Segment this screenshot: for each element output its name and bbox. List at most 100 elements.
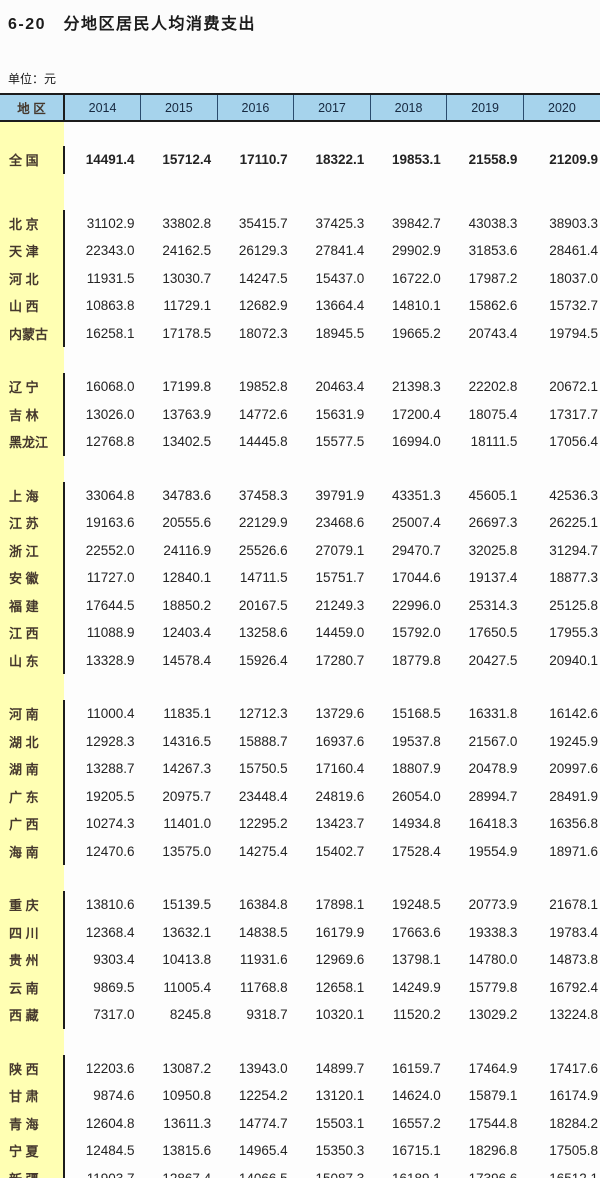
table-row: 陕 西 12203.6 13087.2 13943.0 14899.7 16159.7 17… xyxy=(0,1054,600,1082)
cell-value: 9874.6 xyxy=(93,1088,135,1104)
cell-value: 10863.8 xyxy=(85,298,135,314)
cell-value: 29902.9 xyxy=(392,243,441,259)
cell-value: 14899.7 xyxy=(315,1060,365,1076)
unit-label: 单位：元 xyxy=(8,72,57,86)
spacer-cell xyxy=(64,865,600,891)
cell-value: 19245.9 xyxy=(549,733,598,749)
cell-value: 12682.9 xyxy=(238,298,288,314)
cell-value: 16356.8 xyxy=(549,816,598,832)
cell-value: 20167.5 xyxy=(238,597,288,613)
cell-value: 23468.6 xyxy=(315,515,365,531)
cell-value: 31102.9 xyxy=(86,215,135,231)
region-name: 湖 南 xyxy=(0,755,65,783)
cell-value: 14578.4 xyxy=(162,652,212,668)
cell-value: 20555.6 xyxy=(162,515,212,531)
cell-value: 24116.9 xyxy=(163,542,212,558)
cell-value: 10950.8 xyxy=(162,1088,212,1104)
cell-value: 17199.8 xyxy=(162,379,212,395)
cell-value: 33802.8 xyxy=(162,215,212,231)
cell-value: 22343.0 xyxy=(85,243,135,259)
cell-value: 13664.4 xyxy=(315,298,365,314)
cell-value: 13798.1 xyxy=(392,952,441,968)
cell-value: 45605.1 xyxy=(468,487,518,503)
cell-value: 17544.8 xyxy=(468,1115,518,1131)
cell-value: 17663.6 xyxy=(392,924,441,940)
cell-value: 15577.5 xyxy=(315,434,365,450)
region-name: 天 津 xyxy=(0,237,65,265)
cell-value: 39791.9 xyxy=(315,487,365,503)
region-name: 海 南 xyxy=(0,837,65,865)
spacer-cell xyxy=(64,174,600,210)
cell-value: 11835.1 xyxy=(163,706,212,722)
cell-value: 43351.3 xyxy=(392,487,441,503)
cell-value: 12658.1 xyxy=(315,979,365,995)
cell-value: 13030.7 xyxy=(162,270,212,286)
spacer-row xyxy=(0,1028,600,1055)
region-name: 黑龙江 xyxy=(0,428,65,456)
cell-value: 11931.6 xyxy=(239,952,288,968)
cell-value: 39842.7 xyxy=(392,215,441,231)
cell-value: 19853.1 xyxy=(392,152,441,168)
cell-value: 25314.3 xyxy=(468,597,518,613)
cell-value: 14445.8 xyxy=(238,434,288,450)
region-name: 浙 江 xyxy=(0,536,65,564)
cell-value: 17987.2 xyxy=(468,270,518,286)
cell-value: 15712.4 xyxy=(162,152,212,168)
cell-value: 14459.0 xyxy=(315,625,365,641)
region-name: 广 西 xyxy=(0,810,65,838)
cell-value: 18945.5 xyxy=(315,325,365,341)
cell-value: 16994.0 xyxy=(392,434,441,450)
cell-value: 7317.0 xyxy=(93,1007,135,1023)
spacer-row xyxy=(0,121,600,146)
cell-value: 28491.9 xyxy=(549,788,598,804)
year-column-header-2018: 2018 xyxy=(369,93,447,122)
cell-value: 11729.1 xyxy=(163,298,212,314)
cell-value: 8245.8 xyxy=(169,1007,212,1023)
table-row: 宁 夏 12484.5 13815.6 14965.4 15350.3 16715.1 18… xyxy=(0,1137,600,1165)
cell-value: 17505.8 xyxy=(549,1143,598,1159)
cell-value: 12840.1 xyxy=(162,570,212,586)
cell-value: 13288.7 xyxy=(85,761,135,777)
region-name: 江 西 xyxy=(0,619,65,647)
region-column-spacer xyxy=(0,674,64,700)
cell-value: 17200.4 xyxy=(392,406,441,422)
table-row: 安 徽 11727.0 12840.1 14711.5 15751.7 17044.6 19… xyxy=(0,564,600,592)
spacer-row xyxy=(0,865,600,891)
cell-value: 17955.3 xyxy=(549,625,598,641)
cell-value: 13423.7 xyxy=(315,816,365,832)
cell-value: 21209.9 xyxy=(549,152,598,168)
spacer-cell xyxy=(64,674,600,700)
cell-value: 12254.2 xyxy=(238,1088,288,1104)
cell-value: 14249.9 xyxy=(392,979,441,995)
cell-value: 14774.7 xyxy=(238,1115,288,1131)
cell-value: 18877.3 xyxy=(549,570,598,586)
cell-value: 10413.8 xyxy=(162,952,212,968)
cell-value: 26697.3 xyxy=(468,515,518,531)
cell-value: 21678.1 xyxy=(549,897,598,913)
region-name: 江 苏 xyxy=(0,509,65,537)
table-row: 广 西 10274.3 11401.0 12295.2 13423.7 14934.8 16… xyxy=(0,810,600,838)
cell-value: 19783.4 xyxy=(549,924,598,940)
region-name: 重 庆 xyxy=(0,891,65,919)
spacer-cell xyxy=(64,456,600,482)
region-name: 广 东 xyxy=(0,782,65,810)
cell-value: 17464.9 xyxy=(468,1060,518,1076)
year-column-header-2019: 2019 xyxy=(446,93,524,122)
region-name: 陕 西 xyxy=(0,1054,65,1082)
region-column-spacer xyxy=(0,455,64,482)
cell-value: 16142.6 xyxy=(549,706,598,722)
cell-value: 34783.6 xyxy=(162,487,212,503)
cell-value: 17898.1 xyxy=(315,897,365,913)
cell-value: 14965.4 xyxy=(238,1143,288,1159)
cell-value: 27079.1 xyxy=(315,542,365,558)
consumption-expenditure-table: 地 区 2014 2015 2016 2017 2018 2019 2020 全 国 14491… xyxy=(0,93,600,1178)
cell-value: 12768.8 xyxy=(85,434,135,450)
cell-value: 13402.5 xyxy=(162,434,212,450)
table-row: 贵 州 9303.4 10413.8 11931.6 12969.6 13798.1 147… xyxy=(0,946,600,974)
cell-value: 21398.3 xyxy=(392,379,441,395)
table-row: 浙 江 22552.0 24116.9 25526.6 27079.1 29470.7 32… xyxy=(0,536,600,564)
table-row: 新 疆11903.712867.414066.515087.316189.117… xyxy=(0,1164,600,1178)
cell-value: 15732.7 xyxy=(549,298,598,314)
table-header-row: 地 区 2014 2015 2016 2017 2018 2019 2020 xyxy=(0,93,600,122)
cell-value: 16512.1 xyxy=(523,1165,600,1178)
